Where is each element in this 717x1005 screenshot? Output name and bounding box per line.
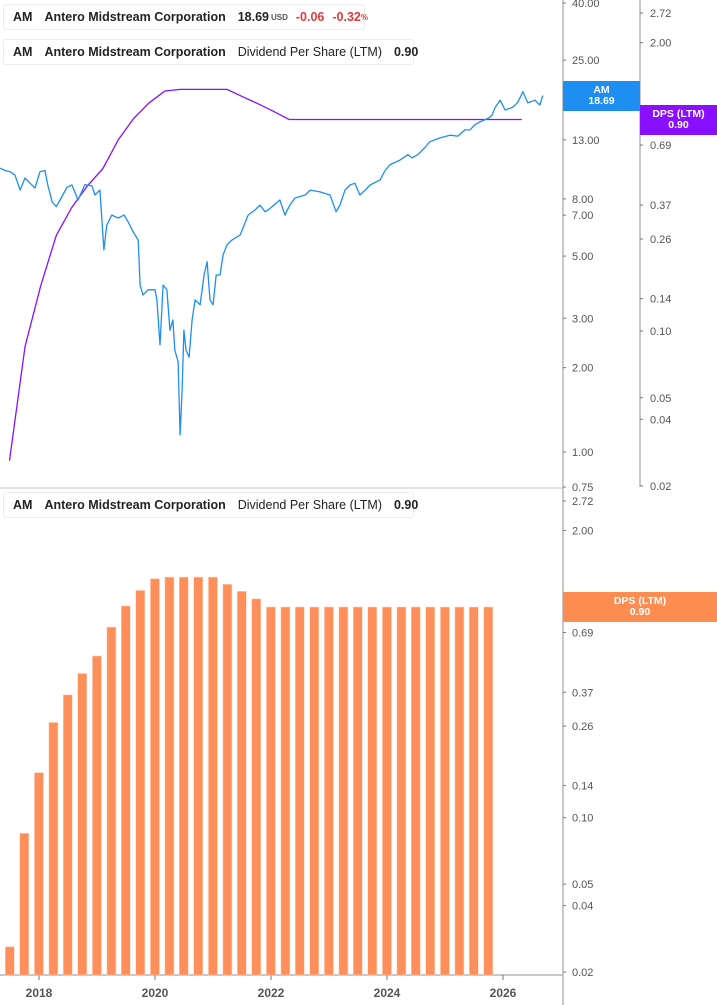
dps-bar-axis-tick-label: 2.00 [572,525,593,537]
legend-currency: USD [271,12,288,22]
dps-bar [222,584,233,976]
badge-value: 18.69 [588,95,615,107]
badge-label: DPS (LTM) [613,595,667,607]
dps-bar-axis-tick-label: 0.37 [572,687,593,699]
legend-dps-bottom[interactable]: AM Antero Midstream Corporation Dividend… [3,492,418,518]
dps-bar [251,598,262,976]
legend-price-value: 18.69 [237,10,269,24]
dps-bar [106,626,117,976]
dps-bar [5,946,15,976]
price-axis-tick-label: 5.00 [572,251,593,263]
dps-bar-axis-tick-label: 0.10 [572,813,593,825]
legend-metric: Dividend Per Share (LTM) [237,45,382,59]
dps-bar [121,605,131,976]
dps-ltm-line [8,88,522,461]
dps-bar [454,606,465,976]
dps-bar-axis-tick-label: 2.72 [572,496,593,508]
dps-bar-axis-tick-label: 0.14 [572,780,593,792]
dps-bar [237,591,247,976]
dps-bar [469,606,479,976]
price-axis-tick-label: 3.00 [572,313,593,325]
dps-axis-tick-label: 2.00 [650,38,671,50]
price-line [0,91,544,436]
dps-bar [164,576,175,976]
dps-bar [63,694,73,976]
dps-bar [309,606,320,976]
dps-bar [396,606,407,976]
dps-axis-tick-label: 2.72 [650,8,671,20]
x-axis-tick-label: 2022 [258,986,285,1000]
dps-bar-axis-tick-label: 0.69 [572,628,593,640]
dps-axis-tick-label: 0.10 [650,326,671,338]
legend-metric-value: 0.90 [393,45,419,59]
badge-value: 0.90 [629,606,651,618]
price-axis-tick-label: 13.00 [572,135,600,147]
dps-bar-axis-tick-label: 0.02 [572,967,593,979]
dps-bar [425,606,436,976]
x-axis-tick-label: 2018 [26,986,53,1000]
price-axis-tick-label: 7.00 [572,210,593,222]
dps-bar [280,606,291,976]
legend-change: -0.06 [295,10,325,24]
dps-axis-tick-label: 0.26 [650,234,671,246]
legend-company-name: Antero Midstream Corporation [44,45,226,59]
dps-bar-axis-tick-label: 0.05 [572,879,593,891]
legend-dps[interactable]: AM Antero Midstream Corporation Dividend… [3,39,418,65]
price-axis-tick-label: 40.00 [572,0,600,10]
dps-bar [19,833,30,976]
legend-metric-value: 0.90 [393,498,419,512]
dps-bar [34,772,44,976]
x-axis-tick-label: 2026 [490,986,517,1000]
dps-bar [193,576,204,976]
price-axis-tick-label: 2.00 [572,363,593,375]
price-axis-tick-label: 1.00 [572,447,593,459]
price-axis-tick-label: 25.00 [572,55,600,67]
price-axis-tick-label: 8.00 [572,194,593,206]
badge-label: DPS (LTM) [652,108,705,120]
dps-bar-axis-badge: DPS (LTM) 0.90 [563,592,717,622]
legend-pct-sign: % [360,12,369,22]
x-axis-tick-label: 2020 [142,986,169,1000]
dps-bar [179,576,189,976]
dps-bar [411,606,421,976]
legend-price[interactable]: AM Antero Midstream Corporation 18.69 US… [3,4,369,30]
dps-bar [382,606,392,976]
dps-bar [135,590,146,976]
legend-change-pct: -0.32 [332,10,361,24]
dps-axis-tick-label: 0.05 [650,393,671,405]
dps-bar [338,606,349,976]
legend-company-name: Antero Midstream Corporation [44,498,226,512]
dps-axis-tick-label: 0.37 [650,200,671,212]
dps-bar-axis-tick-label: 0.04 [572,901,593,913]
legend-metric: Dividend Per Share (LTM) [237,498,382,512]
x-axis-tick-label: 2024 [374,986,401,1000]
dps-bar [266,606,276,976]
dps-bar [48,722,59,976]
dps-bar [208,576,218,976]
dps-bar [150,578,160,976]
dps-bar-axis-tick-label: 0.26 [572,721,593,733]
legend-ticker: AM [13,10,33,24]
dps-axis-tick-label: 0.69 [650,140,671,152]
dps-bar [77,673,88,976]
dps-axis-tick-label: 0.04 [650,414,671,426]
dps-bar [353,606,363,976]
legend-ticker: AM [13,45,33,59]
dps-bar [324,606,334,976]
dps-bar [92,655,102,976]
dps-axis-tick-label: 0.14 [650,294,671,306]
dps-bar [295,606,305,976]
price-axis-badge: AM 18.69 [563,81,640,111]
legend-company-name: Antero Midstream Corporation [44,10,226,24]
dps-axis-tick-label: 0.02 [650,481,671,493]
dps-bar [483,606,494,976]
price-axis-tick-label: 0.75 [572,482,593,494]
dps-bar [367,606,378,976]
badge-value: 0.90 [668,119,689,131]
dps-bar [440,606,450,976]
dps-axis-badge: DPS (LTM) 0.90 [640,105,717,135]
legend-ticker: AM [13,498,33,512]
badge-label: AM [593,84,610,96]
